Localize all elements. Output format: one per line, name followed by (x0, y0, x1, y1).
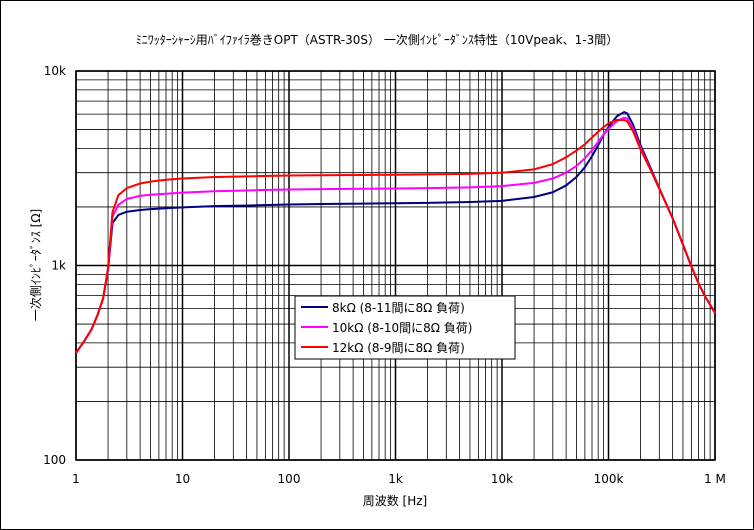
plot-area-border (75, 70, 716, 461)
x-tick-label: 1 (72, 472, 80, 486)
series-lines (75, 111, 716, 354)
y-tick-label: 100 (43, 453, 66, 467)
x-tick-label: 1 M (704, 472, 726, 486)
legend-label: 8kΩ (8-11間に8Ω 負荷) (332, 301, 465, 315)
y-axis-label: 一次側ｲﾝﾋﾟｰﾀﾞﾝｽ [Ω] (29, 209, 43, 321)
chart-title: ﾐﾆﾜｯﾀｰｼｬｰｼ用ﾊﾞｲﾌｧｲﾗ巻きOPT（ASTR-30S） 一次側ｲﾝﾋ… (136, 32, 618, 47)
y-tick-labels: 100 1k 10k (43, 64, 66, 467)
series-line (75, 118, 716, 354)
x-tick-label: 1k (388, 472, 403, 486)
grid (75, 70, 716, 461)
x-tick-label: 100 (278, 472, 301, 486)
x-tick-label: 100k (594, 472, 624, 486)
y-tick-label: 1k (51, 259, 66, 273)
legend-box (294, 295, 516, 360)
x-tick-label: 10k (491, 472, 513, 486)
x-tick-label: 10 (175, 472, 190, 486)
y-tick-label: 10k (44, 64, 66, 78)
x-axis-label: 周波数 [Hz] (363, 493, 428, 508)
legend: 8kΩ (8-11間に8Ω 負荷) 10kΩ (8-10間に8Ω 負荷) 12kΩ … (294, 295, 516, 360)
legend-label: 12kΩ (8-9間に8Ω 負荷) (332, 341, 465, 355)
x-tick-labels: 1 10 100 1k 10k 100k 1 M (72, 472, 726, 486)
legend-label: 10kΩ (8-10間に8Ω 負荷) (332, 321, 472, 335)
